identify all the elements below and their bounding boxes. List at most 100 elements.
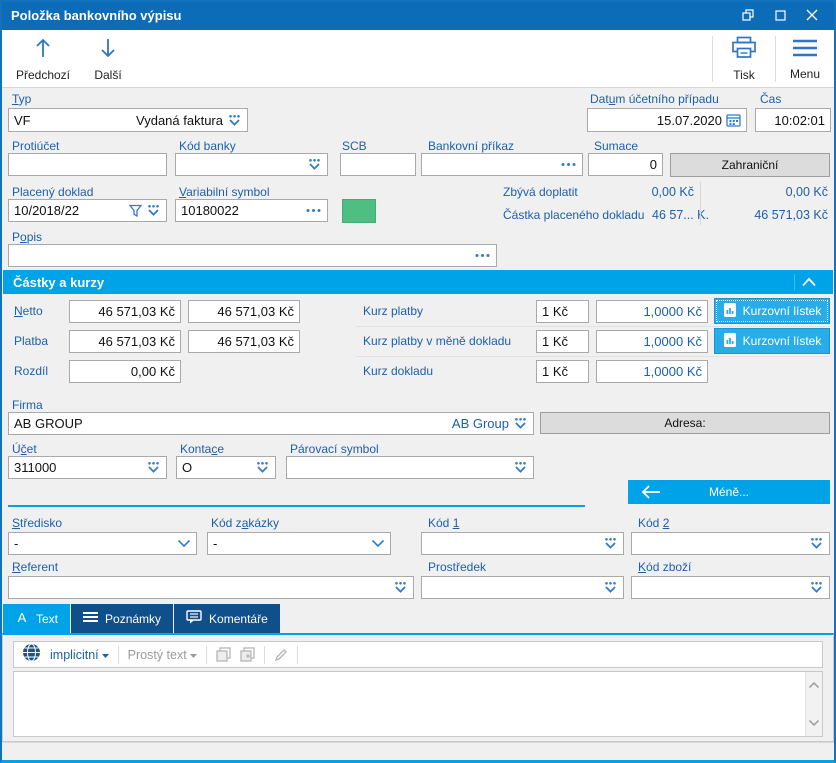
rozdil-field[interactable]: 0,00 Kč (69, 360, 181, 383)
window-close-icon[interactable] (799, 4, 825, 26)
stredisko-field[interactable]: - (8, 532, 197, 555)
mene-button[interactable]: Méně... (628, 480, 830, 504)
cas-field[interactable]: 10:02:01 (755, 108, 831, 132)
copy-icon[interactable] (216, 647, 231, 662)
firma-dropdown-icon[interactable] (513, 417, 528, 430)
variabilni-symbol-ellipsis-icon[interactable] (305, 208, 322, 213)
print-button[interactable]: Tisk (716, 33, 772, 85)
netto-field-1[interactable]: 46 571,03 Kč (69, 300, 181, 323)
datum-field[interactable]: 15.07.2020 (587, 108, 747, 132)
kod-zbozi-dropdown-icon[interactable] (809, 581, 824, 594)
kod2-field[interactable] (631, 532, 830, 555)
kod-banky-field[interactable] (175, 153, 328, 176)
kurz-platby-mena-unit: 1 Kč (542, 334, 569, 349)
zbyva-doplatit-right-value: 0,00 Kč (785, 185, 828, 199)
tab-komentare-label: Komentáře (209, 611, 268, 626)
typ-dropdown-icon[interactable] (227, 114, 242, 127)
firma-link[interactable]: AB Group (451, 416, 509, 431)
collapse-section-icon[interactable] (795, 277, 823, 287)
referent-dropdown-icon[interactable] (393, 581, 408, 594)
variabilni-symbol-field[interactable]: 10180022 (175, 199, 328, 222)
window-maximize-icon[interactable] (767, 4, 793, 26)
netto-field-2[interactable]: 46 571,03 Kč (188, 300, 300, 323)
referent-field[interactable] (8, 576, 414, 599)
ucet-dropdown-icon[interactable] (146, 461, 161, 474)
notes-icon (83, 611, 99, 626)
ucet-label: Účet (12, 442, 37, 456)
parovaci-symbol-dropdown-icon[interactable] (513, 461, 528, 474)
rate-row-divider (356, 356, 830, 357)
copy-add-icon[interactable] (240, 647, 255, 662)
rozdil-label: Rozdíl (14, 364, 49, 378)
ucet-field[interactable]: 311000 (8, 456, 167, 479)
kurz-platby-mena-rate-field[interactable]: 1,0000 Kč (596, 330, 708, 353)
globe-icon[interactable] (22, 643, 41, 667)
kontace-field[interactable]: O (176, 456, 276, 479)
popis-label: Popis (12, 230, 43, 244)
platba-field-2[interactable]: 46 571,03 Kč (188, 330, 300, 353)
typ-field[interactable]: VF Vydaná faktura (8, 108, 248, 132)
section-header-divider (794, 274, 795, 290)
kod1-dropdown-icon[interactable] (603, 537, 618, 550)
kurz-dokladu-rate-field[interactable]: 1,0000 Kč (596, 360, 708, 383)
scroll-down-icon[interactable] (808, 714, 820, 732)
sumace-field[interactable]: 0 (588, 153, 663, 176)
vertical-scrollbar[interactable] (805, 672, 822, 736)
zahranici-button[interactable]: Zahraniční (670, 153, 830, 177)
menu-button[interactable]: Menu (778, 33, 832, 85)
bankovni-prikaz-field[interactable] (421, 153, 583, 176)
kod-banky-dropdown-icon[interactable] (307, 158, 322, 171)
kod-zakazky-chevron-icon[interactable] (371, 539, 385, 548)
text-content-area[interactable] (13, 671, 823, 737)
kurz-platby-mena-label: Kurz platby v měně dokladu (363, 334, 512, 348)
next-button[interactable]: Další (82, 33, 134, 85)
scroll-up-icon[interactable] (808, 676, 820, 694)
filter-funnel-icon[interactable] (129, 204, 142, 217)
kod2-dropdown-icon[interactable] (809, 537, 824, 550)
format-selector[interactable]: Prostý text (128, 647, 197, 662)
amounts-section-header[interactable]: Částky a kurzy (3, 270, 833, 294)
rozdil-value: 0,00 Kč (130, 364, 175, 379)
previous-button[interactable]: Předchozí (8, 33, 78, 85)
kurzovni-listek-button-1[interactable]: Kurzovní lístek (714, 298, 830, 324)
protiucet-label: Protiúčet (12, 139, 60, 153)
firma-field[interactable]: AB GROUP AB Group (8, 412, 534, 435)
tab-text[interactable]: A Text (3, 604, 71, 633)
kod-zakazky-field[interactable]: - (207, 532, 391, 555)
stredisko-chevron-icon[interactable] (177, 539, 191, 548)
arrow-left-icon (640, 485, 662, 499)
kurz-dokladu-unit-field[interactable]: 1 Kč (536, 360, 589, 383)
adresa-bar[interactable]: Adresa: (540, 412, 830, 434)
bankovni-prikaz-label: Bankovní příkaz (428, 139, 515, 153)
kurz-platby-unit-field[interactable]: 1 Kč (536, 300, 589, 323)
placeny-doklad-field[interactable]: 10/2018/22 (8, 199, 167, 222)
language-selector[interactable]: implicitní (50, 647, 109, 662)
popis-field[interactable] (8, 244, 497, 267)
prostredek-field[interactable] (421, 576, 624, 599)
kontace-dropdown-icon[interactable] (255, 461, 270, 474)
amount-column-divider (700, 182, 701, 225)
protiucet-field[interactable] (8, 153, 167, 176)
calendar-icon[interactable] (726, 113, 741, 127)
platba-field-1[interactable]: 46 571,03 Kč (69, 330, 181, 353)
kurzovni-listek-button-2[interactable]: Kurzovní lístek (714, 328, 830, 354)
kontace-value: O (182, 460, 193, 475)
netto-label: Netto (14, 304, 43, 318)
prostredek-dropdown-icon[interactable] (603, 581, 618, 594)
kurz-platby-mena-unit-field[interactable]: 1 Kč (536, 330, 589, 353)
popis-ellipsis-icon[interactable] (474, 253, 491, 258)
parovaci-symbol-field[interactable] (286, 456, 534, 479)
edit-pencil-icon[interactable] (274, 648, 288, 662)
tab-komentare[interactable]: Komentáře (174, 604, 280, 633)
kurz-platby-rate-field[interactable]: 1,0000 Kč (596, 300, 708, 323)
tab-poznamky[interactable]: Poznámky (71, 604, 174, 633)
placeny-doklad-dropdown-icon[interactable] (146, 204, 161, 217)
kod1-field[interactable] (421, 532, 624, 555)
kurz-dokladu-label: Kurz dokladu (363, 364, 434, 378)
scb-field[interactable] (340, 153, 416, 176)
bankovni-prikaz-ellipsis-icon[interactable] (560, 162, 577, 167)
window-restore-icon[interactable] (735, 4, 761, 26)
kod-zbozi-field[interactable] (631, 576, 830, 599)
toolbar-separator (775, 36, 776, 82)
